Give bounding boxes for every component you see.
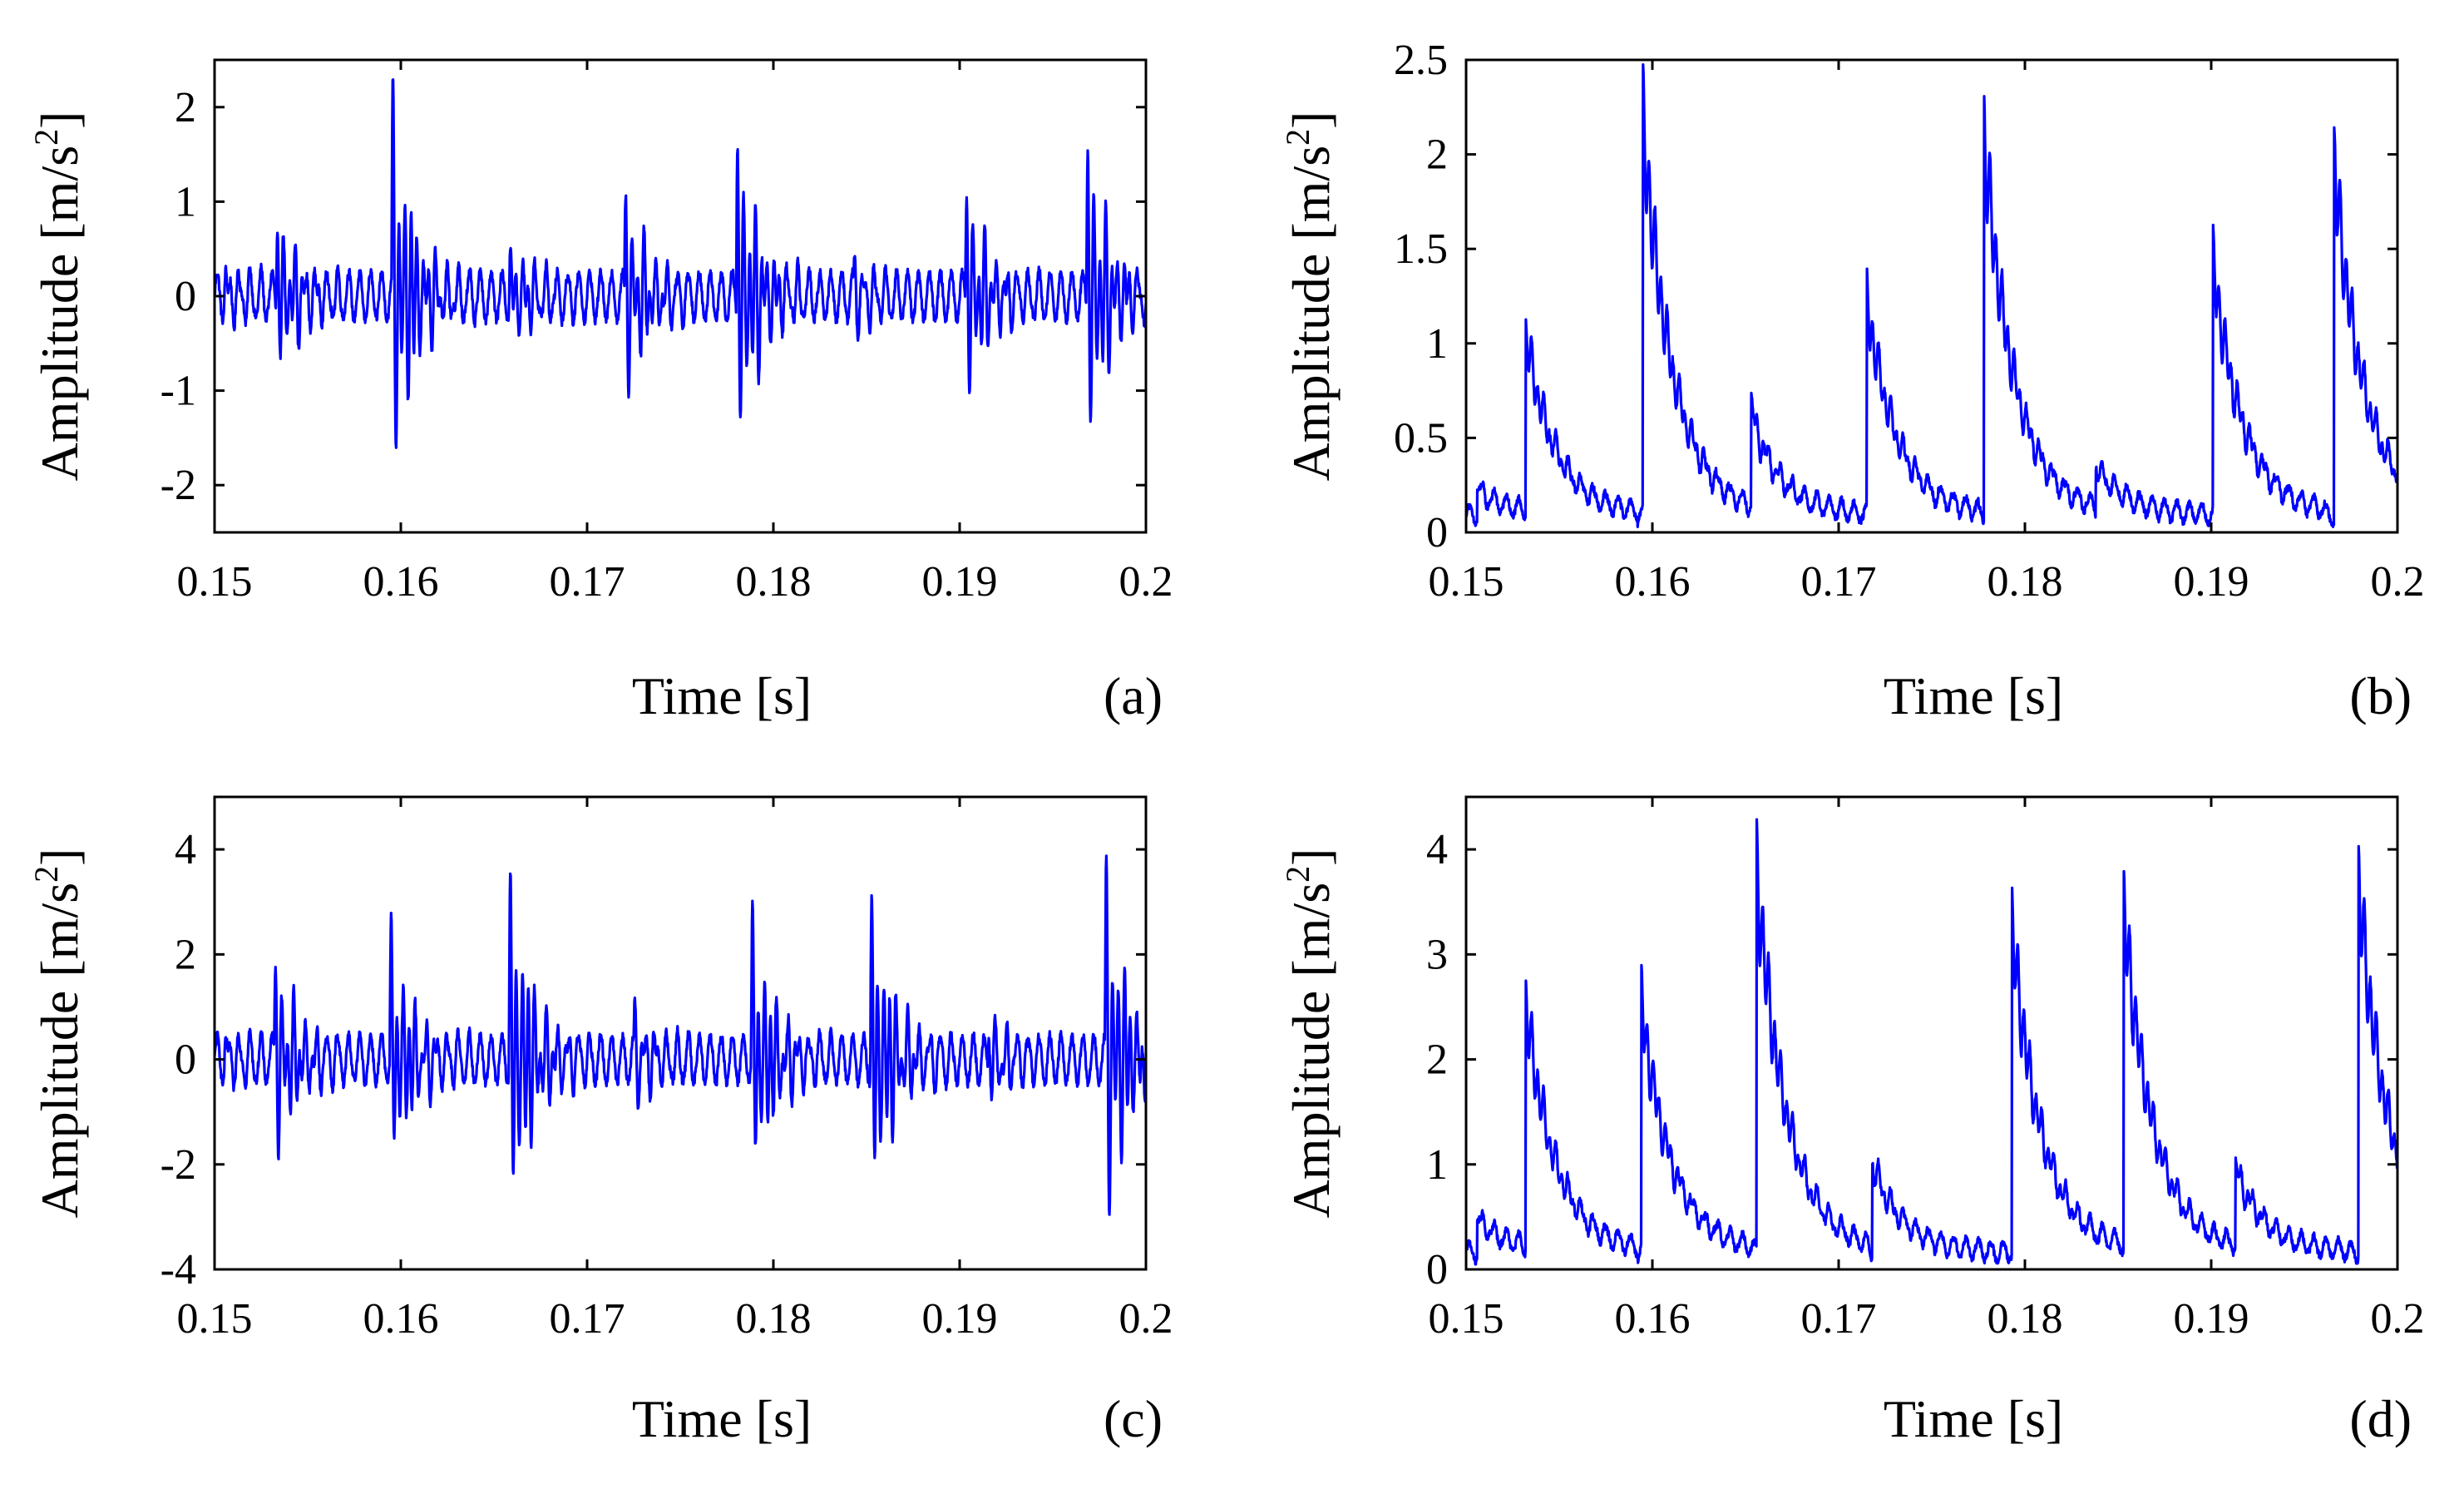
panel-label-a: (a) [1104,666,1163,725]
panel-a: 0.15 0.16 0.17 0.18 0.19 0.2 -2 -1 0 1 2 Amplitude … [27,58,1173,725]
x-tick-label-b-4: 0.19 [2174,558,2249,606]
y-tick-label-c-4: 4 [175,826,196,873]
x-tick-label-b-3: 0.18 [1987,558,2063,606]
y-tick-label-a-2: 0 [175,273,196,320]
y-tick-label-b-4: 2 [1426,131,1448,179]
x-tick-label-d-4: 0.19 [2174,1295,2249,1343]
x-tick-label-a-3: 0.18 [736,558,812,606]
y-tick-label-a-1: -1 [160,368,196,415]
y-tick-label-a-4: 2 [175,84,196,131]
series-line-a-0 [215,78,1146,449]
x-tick-label-a-0: 0.15 [177,558,253,606]
y-axis-title-a: Amplitude [m/s2] [27,111,89,482]
y-tick-label-b-3: 1.5 [1394,225,1448,273]
x-tick-label-d-1: 0.16 [1615,1295,1691,1343]
panel-label-b: (b) [2349,666,2412,725]
x-tick-label-c-0: 0.15 [177,1295,253,1343]
panel-c: 0.15 0.16 0.17 0.18 0.19 0.2 -4 -2 0 2 4 Amplitude … [27,795,1173,1448]
x-tick-label-a-2: 0.17 [550,558,625,606]
x-axis-title-b: Time [s] [1884,666,2063,725]
x-tick-label-a-4: 0.19 [922,558,998,606]
x-tick-label-c-3: 0.18 [736,1295,812,1343]
y-tick-label-b-2: 1 [1426,320,1448,368]
y-tick-label-b-0: 0 [1426,509,1448,557]
x-axis-title-c: Time [s] [632,1389,812,1448]
y-tick-label-b-5: 2.5 [1394,37,1448,84]
x-axis-title-d: Time [s] [1884,1389,2063,1448]
x-tick-label-b-2: 0.17 [1801,558,1877,606]
y-tick-label-c-2: 0 [175,1036,196,1084]
axes-frame-d [1464,795,2399,1271]
y-tick-label-c-3: 2 [175,931,196,978]
y-tick-label-a-0: -2 [160,462,196,509]
y-tick-label-d-2: 2 [1426,1036,1448,1084]
x-tick-label-c-5: 0.2 [1119,1295,1173,1343]
panel-b: 0.15 0.16 0.17 0.18 0.19 0.2 0 0.5 1 1.5 2 2.5 Ampli… [1279,37,2425,725]
y-axis-title-b: Amplitude [m/s2] [1279,111,1341,482]
x-tick-label-b-1: 0.16 [1615,558,1691,606]
x-tick-label-a-5: 0.2 [1119,558,1173,606]
y-axis-title-d: Amplitude [m/s2] [1279,848,1341,1219]
x-tick-label-a-1: 0.16 [363,558,439,606]
panel-d: 0.15 0.16 0.17 0.18 0.19 0.2 0 1 2 3 4 Amplitude [m… [1279,795,2425,1448]
series-line-d-0 [1466,818,2397,1266]
x-tick-label-b-0: 0.15 [1429,558,1504,606]
y-tick-label-c-0: -4 [160,1246,196,1294]
x-tick-label-d-0: 0.15 [1429,1295,1504,1343]
series-line-b-0 [1466,63,2397,528]
panel-label-d: (d) [2349,1389,2412,1448]
y-tick-label-c-1: -2 [160,1141,196,1189]
y-tick-label-d-0: 0 [1426,1246,1448,1294]
y-tick-label-a-3: 1 [175,178,196,225]
y-axis-title-c: Amplitude [m/s2] [27,848,89,1219]
y-tick-label-d-1: 1 [1426,1141,1448,1189]
x-tick-label-d-3: 0.18 [1987,1295,2063,1343]
x-tick-label-b-5: 0.2 [2371,558,2425,606]
y-tick-label-b-1: 0.5 [1394,414,1448,462]
x-axis-title-a: Time [s] [632,666,812,725]
x-tick-label-c-2: 0.17 [550,1295,625,1343]
y-tick-label-d-4: 4 [1426,826,1448,873]
x-tick-label-d-2: 0.17 [1801,1295,1877,1343]
series-line-c-0 [215,854,1146,1216]
x-tick-label-d-5: 0.2 [2371,1295,2425,1343]
axes-frame-c [213,795,1148,1271]
y-tick-label-d-3: 3 [1426,931,1448,978]
panel-label-c: (c) [1104,1389,1163,1448]
x-tick-label-c-4: 0.19 [922,1295,998,1343]
x-tick-label-c-1: 0.16 [363,1295,439,1343]
axes-frame-b [1464,58,2399,534]
